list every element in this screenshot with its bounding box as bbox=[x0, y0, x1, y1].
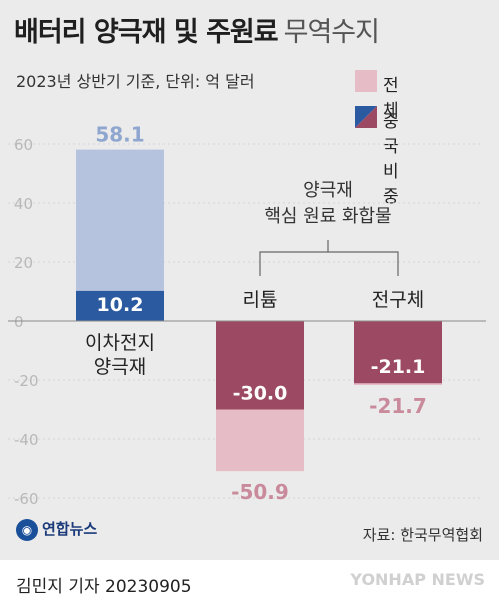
category-label: 전구체 bbox=[372, 289, 424, 311]
infographic-card: 배터리 양극재 및 주원료 무역수지 2023년 상반기 기준, 단위: 억 달러… bbox=[0, 0, 499, 560]
y-tick-label: 0 bbox=[14, 313, 24, 331]
chart-subtitle: 2023년 상반기 기준, 단위: 억 달러 bbox=[16, 72, 255, 91]
legend-swatch-total bbox=[355, 70, 377, 92]
bar-chart: 60 40 20 0 -20 -40 -60 58.1 10.2 -50.9 -30.0 -21.7 -… bbox=[8, 123, 486, 508]
bar-china bbox=[76, 290, 164, 321]
watermark: YONHAP NEWS bbox=[350, 570, 485, 589]
group-label: 양극재 bbox=[303, 180, 353, 201]
yonhap-logo: ◉ 연합뉴스 bbox=[16, 518, 97, 541]
y-tick-label: 40 bbox=[14, 195, 33, 213]
group-label: 핵심 원료 화합물 bbox=[264, 206, 391, 227]
value-label-china: -21.1 bbox=[371, 356, 426, 378]
y-tick-label: 20 bbox=[14, 254, 33, 272]
legend-label-china: 중국 비중 bbox=[383, 112, 399, 207]
category-label: 리튬 bbox=[243, 289, 278, 311]
y-tick-label: 60 bbox=[14, 136, 33, 154]
value-label-china: -30.0 bbox=[233, 383, 288, 405]
category-label: 이차전지 bbox=[85, 332, 155, 354]
legend-swatch-china bbox=[355, 106, 377, 128]
byline: 김민지 기자 20230905 bbox=[16, 577, 192, 597]
group-bracket bbox=[259, 240, 399, 276]
footer: 김민지 기자 20230905 YONHAP NEWS bbox=[0, 560, 499, 605]
y-tick-label: -20 bbox=[14, 372, 39, 390]
value-label-total: -21.7 bbox=[369, 394, 427, 418]
y-tick-label: -60 bbox=[14, 490, 39, 508]
category-label: 양극재 bbox=[94, 356, 146, 378]
value-label-total: 58.1 bbox=[95, 123, 144, 147]
source-note: 자료: 한국무역협회 bbox=[362, 526, 483, 544]
bar-china bbox=[354, 321, 442, 384]
globe-icon: ◉ bbox=[16, 518, 38, 541]
value-label-total: -50.9 bbox=[231, 480, 289, 504]
y-tick-label: -40 bbox=[14, 431, 39, 449]
value-label-china: 10.2 bbox=[97, 294, 144, 316]
bar-china bbox=[216, 321, 304, 410]
chart-title: 배터리 양극재 및 주원료 무역수지 bbox=[14, 17, 380, 48]
legend-label-total: 전체 bbox=[383, 76, 399, 121]
